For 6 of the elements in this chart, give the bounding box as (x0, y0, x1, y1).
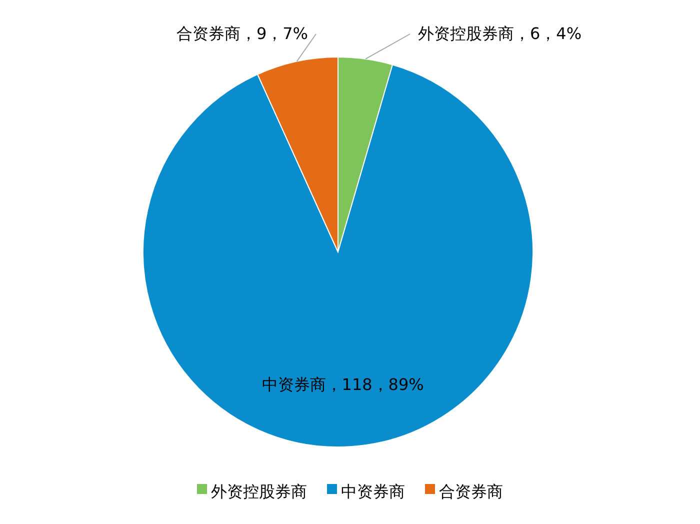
data-label: 外资控股券商，6，4% (418, 24, 582, 43)
legend-label: 中资券商 (341, 482, 405, 501)
data-label: 中资券商，118，89% (262, 375, 424, 394)
data-label: 合资券商，9，7% (176, 24, 308, 43)
legend-label: 外资控股券商 (211, 482, 307, 501)
legend-label: 合资券商 (439, 482, 503, 501)
